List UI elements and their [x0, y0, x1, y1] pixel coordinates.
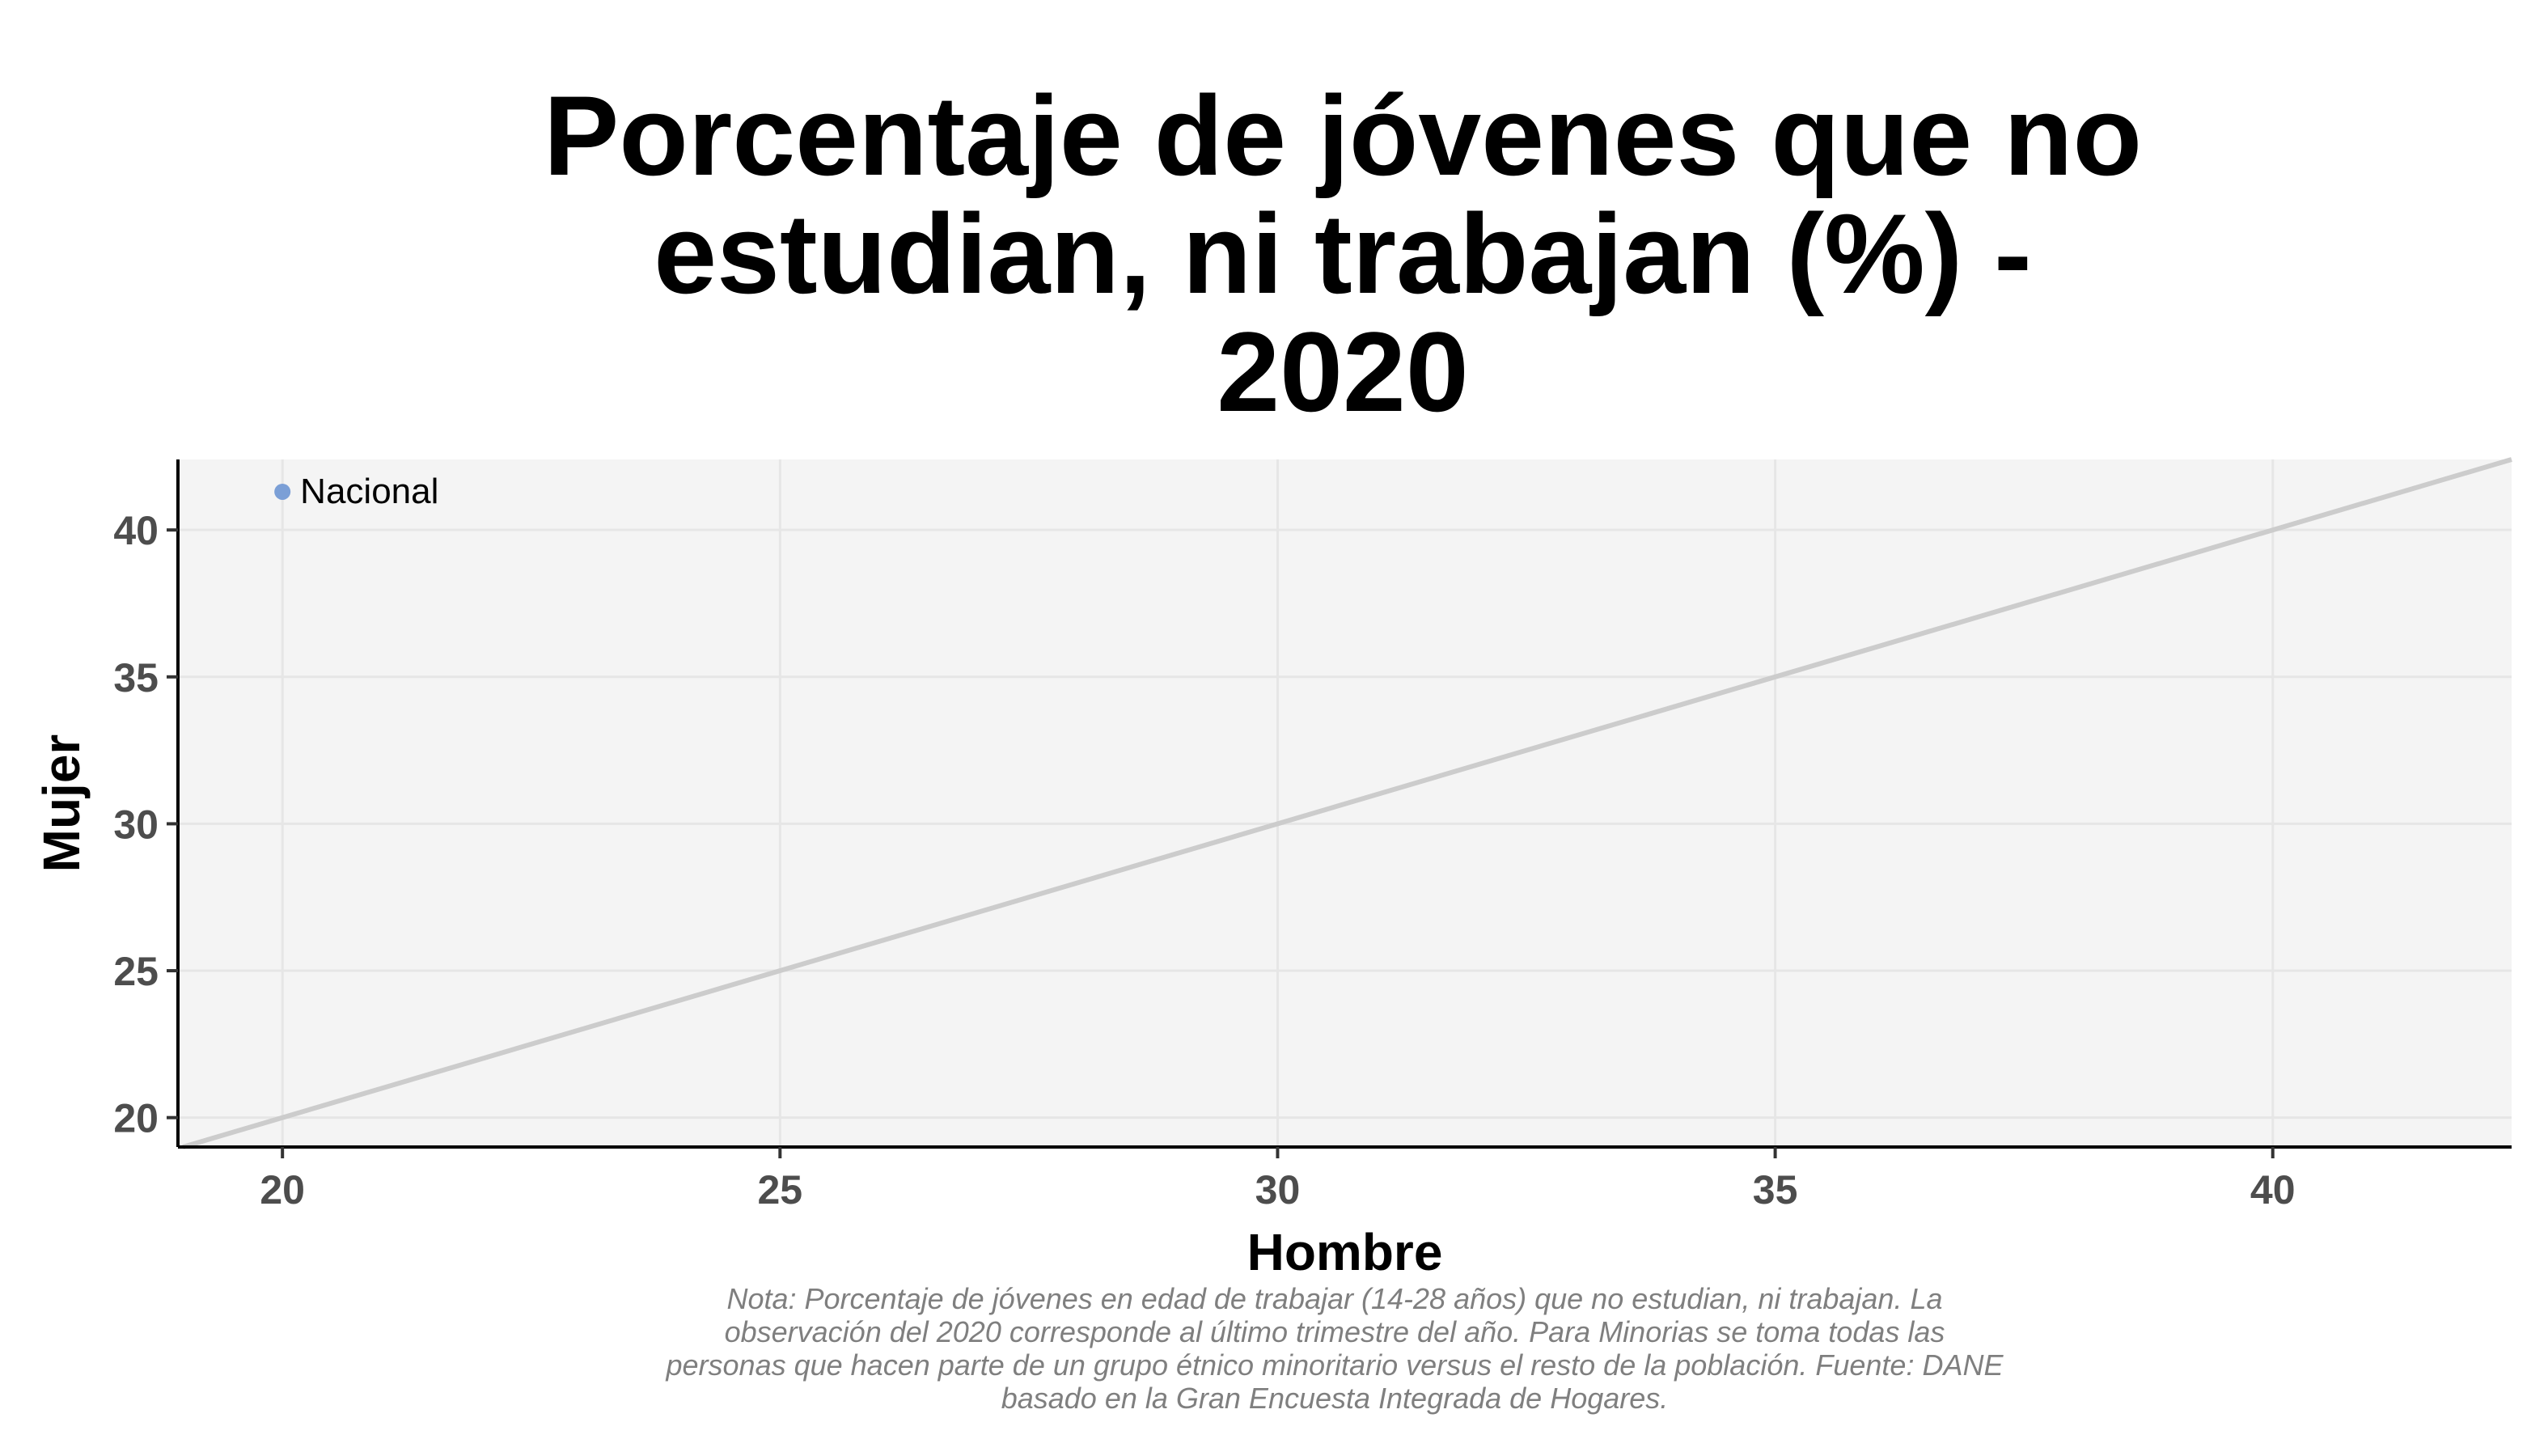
- identity-reference-line: [182, 457, 2512, 1149]
- y-tick-label-25: 25: [113, 949, 159, 994]
- y-tick-label-20: 20: [113, 1096, 159, 1141]
- x-tick-label-40: 40: [2250, 1167, 2296, 1213]
- y-tick-label-35: 35: [113, 655, 159, 700]
- data-point-0: [274, 483, 291, 500]
- x-tick-label-30: 30: [1255, 1167, 1301, 1213]
- x-tick-label-20: 20: [260, 1167, 305, 1213]
- chart-note: Nota: Porcentaje de jóvenes en edad de t…: [666, 1282, 2004, 1415]
- x-tick-label-35: 35: [1753, 1167, 1798, 1213]
- y-tick-label-30: 30: [113, 802, 159, 847]
- data-point-label-0: Nacional: [300, 472, 438, 511]
- x-tick-label-25: 25: [758, 1167, 803, 1213]
- data-points: Nacional: [274, 472, 438, 511]
- y-tick-label-40: 40: [113, 508, 159, 553]
- grid-lines: [178, 459, 2512, 1147]
- chart-title: Porcentaje de jóvenes que no estudian, n…: [543, 72, 2143, 435]
- y-axis-title: Mujer: [32, 734, 91, 873]
- x-axis-title: Hombre: [1247, 1223, 1443, 1281]
- axis-ticks: 20 25 30 35 40 20 25 30 35 40: [113, 508, 2295, 1213]
